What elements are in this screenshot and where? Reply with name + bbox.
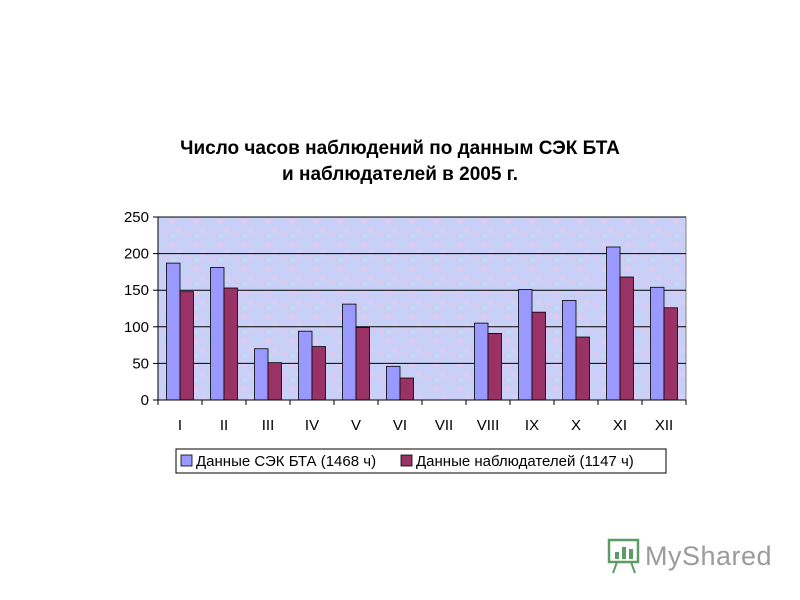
bar-sek-XI	[606, 246, 621, 401]
y-tick-label: 200	[124, 246, 149, 263]
bar-observers-VI	[399, 377, 414, 401]
x-tick-label: II	[220, 417, 228, 434]
x-tick-label: X	[571, 417, 581, 434]
bar-observers-IX	[531, 311, 546, 401]
legend-label-sek: Данные СЭК БТА (1468 ч)	[196, 453, 376, 470]
x-tick-label: VII	[435, 417, 453, 434]
bar-observers-II	[223, 287, 238, 401]
y-tick-label: 50	[132, 355, 149, 372]
x-axis-ticks: I II III IV V VI VII VIII IX X XI XII	[157, 400, 687, 434]
bar-sek-III	[254, 348, 269, 401]
legend-swatch-observers	[400, 454, 413, 467]
legend-swatch-sek	[180, 454, 193, 467]
x-tick-label: I	[178, 417, 182, 434]
chart-title-line-1: Число часов наблюдений по данным СЭК БТА	[180, 138, 620, 159]
bar-sek-VI	[386, 365, 401, 401]
bar-sek-IV	[298, 330, 313, 401]
y-axis-ticks: 0 50 100 150 200 250	[124, 209, 158, 409]
x-tick-label: IX	[525, 417, 539, 434]
bar-sek-V	[342, 303, 357, 401]
x-tick-label: IV	[305, 417, 319, 434]
bar-observers-I	[179, 291, 194, 401]
chart-title-line-2: и наблюдателей в 2005 г.	[282, 164, 518, 185]
y-tick-label: 250	[124, 209, 149, 226]
bar-sek-XII	[650, 286, 665, 401]
x-tick-label: V	[351, 417, 361, 434]
bar-observers-X	[575, 336, 590, 401]
bar-observers-XI	[619, 276, 634, 401]
x-tick-label: XII	[655, 417, 673, 434]
x-tick-label: XI	[613, 417, 627, 434]
bar-sek-VIII	[474, 322, 489, 401]
y-tick-label: 0	[141, 392, 149, 409]
watermark: MyShared	[607, 538, 772, 574]
x-tick-label: III	[262, 417, 275, 434]
bar-observers-IV	[311, 346, 326, 401]
bars	[166, 246, 678, 401]
bar-observers-XII	[663, 307, 678, 401]
watermark-text: MyShared	[645, 541, 772, 571]
bar-observers-III	[267, 362, 282, 401]
x-tick-label: VIII	[477, 417, 500, 434]
bar-observers-VIII	[487, 332, 502, 401]
bar-sek-II	[210, 267, 225, 401]
bar-sek-IX	[518, 289, 533, 401]
plot-area	[157, 216, 687, 401]
legend-label-observers: Данные наблюдателей (1147 ч)	[416, 453, 634, 470]
presentation-icon	[607, 538, 640, 574]
bar-sek-I	[166, 262, 181, 401]
bar-observers-V	[355, 327, 370, 401]
y-tick-label: 150	[124, 282, 149, 299]
x-tick-label: VI	[393, 417, 407, 434]
y-tick-label: 100	[124, 319, 149, 336]
legend: Данные СЭК БТА (1468 ч) Данные наблюдате…	[175, 448, 667, 474]
gridlines	[158, 216, 686, 364]
legend-box	[175, 448, 667, 474]
bar-sek-X	[562, 300, 577, 401]
